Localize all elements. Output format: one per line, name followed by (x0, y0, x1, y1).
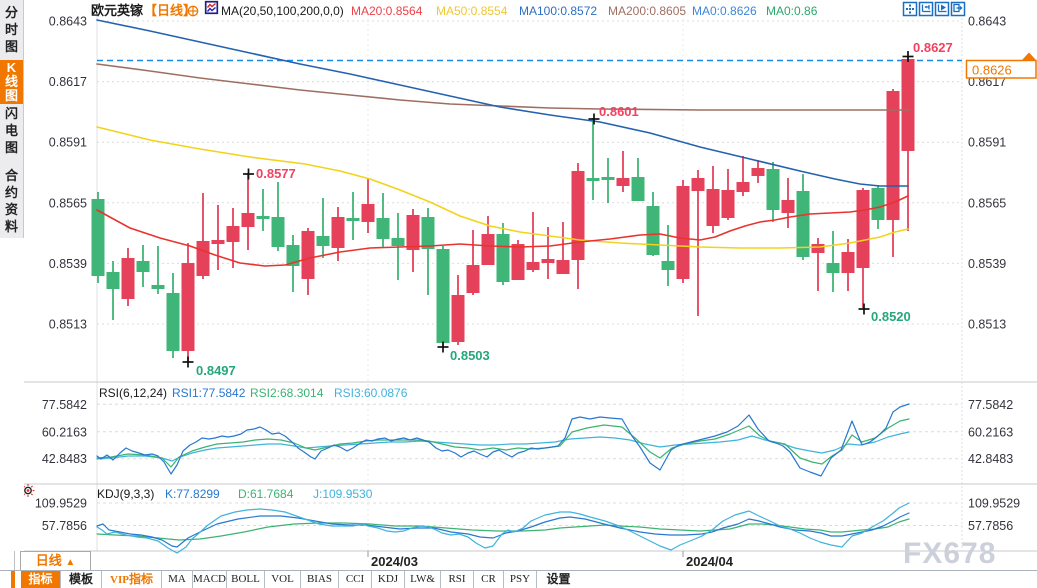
svg-text:MA20:0.8564: MA20:0.8564 (351, 4, 423, 18)
svg-text:RSI1:77.5842: RSI1:77.5842 (172, 386, 246, 400)
svg-text:RSI2:68.3014: RSI2:68.3014 (250, 386, 324, 400)
svg-text:【日线】: 【日线】 (144, 3, 196, 18)
svg-text:KDJ(9,3,3): KDJ(9,3,3) (97, 487, 154, 501)
svg-text:0.8591: 0.8591 (968, 136, 1006, 150)
svg-text:MA200:0.8605: MA200:0.8605 (608, 4, 686, 18)
svg-text:MA0:0.8626: MA0:0.8626 (692, 4, 757, 18)
svg-text:57.7856: 57.7856 (968, 519, 1013, 533)
svg-text:0.8577: 0.8577 (256, 166, 296, 181)
svg-text:欧元英镓: 欧元英镓 (91, 3, 144, 18)
svg-text:0.8497: 0.8497 (196, 363, 236, 378)
svg-text:0.8513: 0.8513 (49, 318, 87, 332)
svg-text:D:61.7684: D:61.7684 (238, 487, 294, 501)
svg-text:57.7856: 57.7856 (42, 519, 87, 533)
svg-text:2024/04: 2024/04 (686, 554, 734, 569)
svg-text:RSI3:60.0876: RSI3:60.0876 (334, 386, 408, 400)
svg-text:0.8565: 0.8565 (49, 196, 87, 210)
svg-text:K:77.8299: K:77.8299 (165, 487, 220, 501)
svg-text:77.5842: 77.5842 (968, 398, 1013, 412)
svg-text:0.8539: 0.8539 (968, 257, 1006, 271)
svg-text:0.8513: 0.8513 (968, 318, 1006, 332)
svg-text:MA(20,50,100,200,0,0): MA(20,50,100,200,0,0) (221, 4, 344, 18)
svg-text:0.8643: 0.8643 (968, 15, 1006, 29)
svg-text:42.8483: 42.8483 (42, 452, 87, 466)
svg-text:J:109.9530: J:109.9530 (313, 487, 373, 501)
svg-text:0.8520: 0.8520 (871, 309, 911, 324)
svg-text:0.8591: 0.8591 (49, 136, 87, 150)
svg-text:MA50:0.8554: MA50:0.8554 (436, 4, 508, 18)
svg-text:MA100:0.8572: MA100:0.8572 (519, 4, 597, 18)
svg-text:0.8643: 0.8643 (49, 15, 87, 29)
svg-text:42.8483: 42.8483 (968, 452, 1013, 466)
svg-text:MA0:0.86: MA0:0.86 (766, 4, 818, 18)
svg-text:109.9529: 109.9529 (968, 497, 1020, 511)
svg-text:RSI(6,12,24): RSI(6,12,24) (99, 386, 167, 400)
svg-text:2024/03: 2024/03 (371, 554, 418, 569)
svg-text:60.2163: 60.2163 (968, 425, 1013, 439)
svg-text:0.8626: 0.8626 (972, 63, 1012, 78)
svg-text:0.8539: 0.8539 (49, 257, 87, 271)
svg-text:109.9529: 109.9529 (35, 497, 87, 511)
svg-text:77.5842: 77.5842 (42, 398, 87, 412)
svg-text:FX678: FX678 (903, 537, 996, 570)
svg-text:0.8617: 0.8617 (49, 75, 87, 89)
svg-text:0.8601: 0.8601 (599, 104, 639, 119)
svg-text:0.8565: 0.8565 (968, 196, 1006, 210)
svg-text:0.8627: 0.8627 (913, 40, 953, 55)
svg-text:0.8503: 0.8503 (450, 348, 490, 363)
svg-text:60.2163: 60.2163 (42, 425, 87, 439)
